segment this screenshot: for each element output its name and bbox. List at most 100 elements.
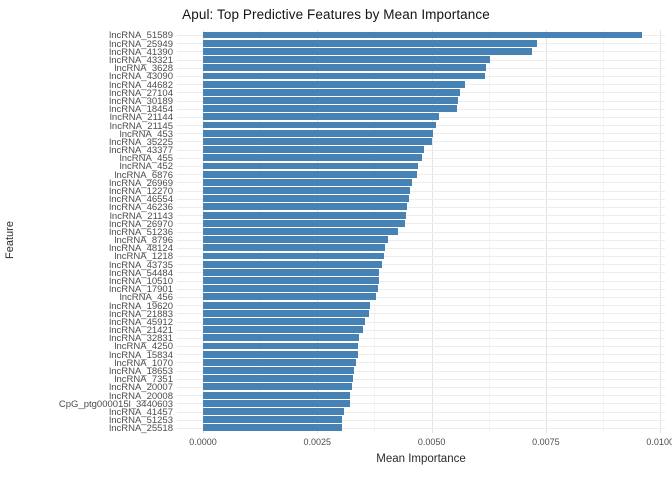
gridline-row — [177, 419, 665, 421]
bar — [203, 137, 432, 145]
y-tick-label: lncRNA_456 — [119, 292, 173, 304]
bar — [203, 97, 458, 104]
y-tick-label: lncRNA_455 — [119, 153, 173, 165]
y-tick-label: lncRNA_21883 — [109, 308, 173, 320]
bar — [203, 293, 376, 301]
y-tick-label: lncRNA_1070 — [114, 357, 173, 369]
y-tick-label: lncRNA_452 — [119, 161, 173, 173]
x-axis-ticks: 0.0000 0.0025 0.0050 0.0075 0.0100 — [177, 437, 672, 449]
y-tick-label: lncRNA_26970 — [109, 218, 173, 230]
y-tick-label: CpG_ptg000015l_3440603 — [58, 398, 173, 410]
y-tick-label: lncRNA_18653 — [109, 366, 173, 378]
y-axis-labels: lncRNA_51589 lncRNA_25949 lncRNA_41390 lncR… — [0, 30, 173, 435]
bar — [203, 285, 378, 293]
bar — [203, 162, 419, 170]
bar — [203, 178, 412, 186]
y-tick-label: lncRNA_19620 — [109, 300, 173, 312]
bar — [203, 154, 423, 162]
y-tick-label: lncRNA_51589 — [109, 30, 173, 42]
y-tick-label: lncRNA_4250 — [114, 341, 173, 353]
bar — [203, 80, 466, 88]
gridline-row — [177, 321, 665, 323]
y-tick-label: lncRNA_43090 — [109, 71, 173, 83]
bar — [203, 301, 371, 309]
bar — [203, 219, 406, 227]
bar — [203, 424, 342, 432]
bar — [203, 39, 537, 47]
y-tick-label: lncRNA_30189 — [109, 95, 173, 107]
y-tick-label: lncRNA_10510 — [109, 276, 173, 287]
y-tick-label: lncRNA_41390 — [109, 46, 173, 58]
gridline-row — [177, 223, 665, 225]
bar — [203, 342, 358, 350]
y-tick-label: lncRNA_8796 — [114, 235, 173, 247]
bar — [203, 244, 385, 252]
gridline-row — [177, 256, 665, 258]
y-tick-label: lncRNA_7351 — [114, 374, 173, 386]
chart-title: Apul: Top Predictive Features by Mean Im… — [182, 7, 490, 22]
y-tick-label: lncRNA_44682 — [109, 79, 173, 91]
bar — [203, 252, 384, 260]
gridline-row — [177, 411, 665, 413]
y-tick-label: lncRNA_21144 — [109, 112, 173, 124]
bar — [203, 211, 406, 219]
bar — [203, 88, 461, 96]
y-tick-label: lncRNA_46554 — [109, 194, 173, 206]
y-tick-label: lncRNA_48124 — [109, 243, 173, 255]
gridline-row — [177, 174, 665, 176]
bar — [203, 326, 364, 334]
bar — [203, 113, 440, 121]
gridline-row — [177, 272, 665, 274]
gridline-row — [177, 198, 665, 200]
bar — [203, 260, 383, 268]
y-tick-label: lncRNA_20007 — [109, 382, 173, 394]
bar — [203, 72, 485, 80]
y-tick-label: lncRNA_15834 — [109, 349, 173, 361]
gridline-row — [177, 386, 665, 388]
bar — [203, 375, 353, 383]
gridline-row — [177, 329, 665, 331]
y-tick-label: lncRNA_45912 — [109, 316, 173, 328]
gridline-row — [177, 280, 665, 282]
y-tick-label: lncRNA_43735 — [109, 259, 173, 271]
y-tick-label: lncRNA_25949 — [109, 38, 173, 50]
y-tick-label: lncRNA_51253 — [109, 415, 173, 427]
y-tick-label: lncRNA_35225 — [109, 136, 173, 148]
gridline-row — [177, 206, 665, 208]
y-tick-label: lncRNA_41457 — [109, 406, 173, 418]
x-tick-label: 0.0000 — [189, 437, 217, 447]
bar — [203, 170, 417, 178]
x-tick-label: 0.0050 — [417, 437, 446, 447]
bar — [203, 129, 433, 137]
bar — [203, 350, 358, 358]
y-tick-label: lncRNA_17901 — [109, 284, 173, 296]
gridline-row — [177, 354, 665, 356]
gridline-row — [177, 313, 665, 315]
bar — [203, 203, 407, 211]
bar — [203, 64, 487, 72]
plot-panel — [177, 30, 665, 433]
y-tick-label: lncRNA_18454 — [109, 104, 173, 116]
bar — [203, 391, 351, 399]
x-tick-label: 0.0100 — [646, 437, 672, 447]
x-tick-label: 0.0025 — [303, 437, 332, 447]
y-tick-label: lncRNA_54484 — [109, 267, 173, 279]
bar — [203, 318, 365, 325]
gridline-row — [177, 231, 665, 233]
bar — [203, 105, 457, 113]
y-tick-label: lncRNA_12270 — [109, 185, 173, 197]
bar — [203, 399, 350, 407]
bar — [203, 56, 491, 64]
bar — [203, 416, 343, 424]
gridline-row — [177, 403, 665, 405]
y-tick-label: lncRNA_32831 — [109, 333, 173, 345]
bar — [203, 47, 533, 55]
gridline-row — [177, 182, 665, 184]
bar — [203, 309, 369, 317]
y-tick-label: lncRNA_25518 — [109, 423, 173, 435]
bar — [203, 408, 345, 415]
bar — [203, 228, 399, 235]
gridline-row — [177, 362, 665, 364]
x-axis-title: Mean Importance — [376, 453, 466, 465]
y-tick-label: lncRNA_21145 — [109, 120, 173, 132]
